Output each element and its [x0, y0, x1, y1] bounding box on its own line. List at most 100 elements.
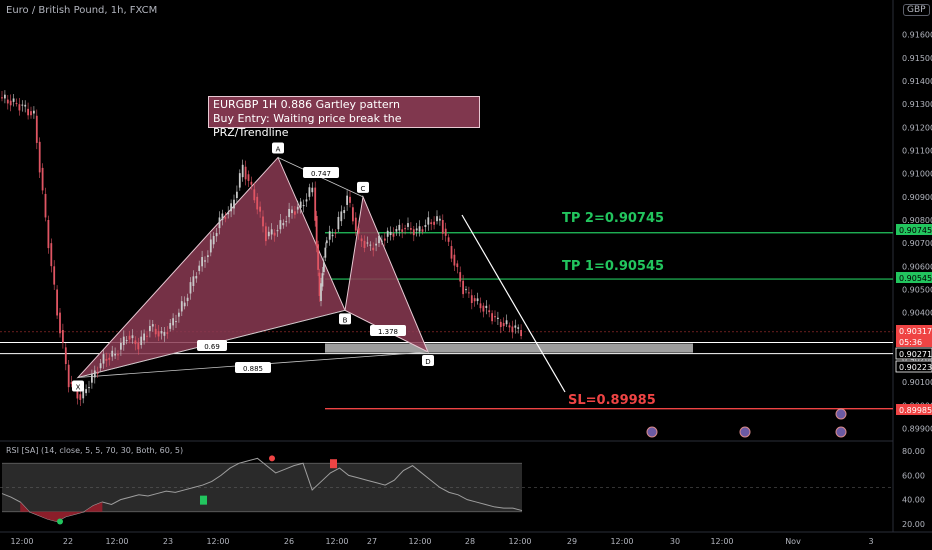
candle-body	[163, 331, 166, 336]
x-tick-label: 12:00	[508, 537, 531, 546]
candle-body	[282, 223, 285, 226]
candle-body	[204, 260, 206, 262]
rsi-band	[2, 463, 522, 512]
candle-body	[450, 246, 453, 259]
candle-body	[212, 236, 215, 245]
candle-body	[328, 231, 331, 240]
candle-body	[18, 104, 21, 111]
y-tick-label: 0.91500	[902, 54, 932, 63]
candle-body	[308, 187, 311, 197]
candle-body	[236, 191, 238, 198]
symbol-title[interactable]: Euro / British Pound, 1h, FXCM	[6, 5, 158, 16]
candle-body	[183, 302, 186, 307]
x-tick-label: 12:00	[105, 537, 128, 546]
point-a-label-bg	[272, 142, 284, 154]
candle-body	[82, 388, 85, 399]
candle-body	[502, 323, 505, 327]
candle-body	[505, 320, 508, 325]
candle-body	[363, 240, 366, 248]
candle-body	[44, 193, 47, 218]
candle-body	[508, 325, 511, 328]
rsi-y-tick: 60.00	[902, 471, 925, 480]
y-tick-label: 0.90600	[902, 262, 932, 271]
ratio-xb-label-bg	[197, 340, 227, 351]
candle-body	[12, 98, 15, 102]
candle-body	[285, 221, 288, 223]
y-tick-label: 0.90400	[902, 309, 932, 318]
candle-body	[151, 324, 154, 327]
x-tick-label: 27	[367, 537, 377, 546]
rsi-indicator-label[interactable]: RSI [SA] (14, close, 5, 5, 70, 30, Both,…	[6, 446, 184, 455]
candle-body	[27, 108, 29, 116]
y-tick-label: 0.90900	[902, 193, 932, 202]
x-tick-label: 26	[284, 537, 294, 546]
candle-body	[410, 228, 412, 230]
candle-body	[131, 335, 134, 339]
candle-body	[324, 247, 327, 258]
candle-body	[331, 234, 334, 237]
candle-body	[30, 111, 32, 116]
candle-body	[201, 257, 203, 267]
candle-body	[418, 226, 421, 232]
y-tick-label: 0.90100	[902, 378, 932, 387]
candle-body	[456, 263, 459, 268]
ratio-xd-label-bg	[235, 362, 271, 373]
y-tick-label: 0.91600	[902, 31, 932, 40]
event-icon	[835, 426, 847, 438]
candle-body	[482, 305, 485, 312]
candle-body	[334, 232, 337, 234]
candle-body	[56, 289, 58, 316]
candle-body	[137, 342, 140, 350]
tp1-label: TP 1=0.90545	[562, 259, 665, 274]
candle-body	[128, 335, 131, 340]
candle-body	[41, 167, 44, 191]
candle-body	[178, 312, 180, 317]
candle-body	[305, 199, 308, 202]
candle-body	[320, 283, 322, 302]
currency-badge[interactable]: GBP	[903, 4, 930, 16]
point-a-label-text: A	[276, 145, 281, 153]
rsi-bull-tag	[200, 495, 207, 505]
candle-body	[241, 164, 244, 178]
candle-body	[64, 347, 67, 365]
candle-body	[311, 187, 314, 193]
candle-body	[134, 340, 137, 345]
candle-body	[323, 262, 325, 273]
candle-body	[436, 216, 438, 222]
candle-body	[317, 244, 319, 270]
candle-body	[160, 331, 163, 334]
candle-body	[288, 208, 290, 218]
event-icon	[835, 408, 847, 420]
sl-label: SL=0.89985	[568, 393, 656, 408]
candle-body	[227, 212, 230, 215]
candle-body	[140, 336, 143, 346]
y-tick-label: 0.91300	[902, 100, 932, 109]
candle-body	[149, 326, 151, 332]
candle-body	[453, 254, 456, 266]
price-tag-text: 0.90545	[899, 274, 932, 283]
x-tick-label: 22	[63, 537, 73, 546]
pattern-note[interactable]: EURGBP 1H 0.886 Gartley pattern Buy Entr…	[208, 96, 480, 139]
price-tag	[896, 325, 932, 336]
ratio-bc-label-text: 1.378	[378, 328, 398, 336]
point-b-label-bg	[339, 313, 351, 325]
candle-body	[465, 289, 467, 291]
candle-body	[79, 394, 82, 400]
point-b-label-text: B	[343, 316, 348, 324]
candle-body	[91, 373, 93, 383]
candle-body	[378, 235, 380, 244]
event-icon	[739, 426, 751, 438]
candle-body	[488, 310, 491, 313]
price-tag	[895, 347, 932, 360]
y-tick-label: 0.91400	[902, 77, 932, 86]
ratio-xd-label-text: 0.885	[243, 365, 263, 373]
candle-body	[412, 229, 415, 236]
candle-body	[401, 229, 404, 232]
point-x-label-text: X	[76, 383, 81, 391]
pattern-note-line2: Buy Entry: Waiting price break the PRZ/T…	[213, 112, 402, 139]
candle-body	[88, 387, 90, 389]
candle-body	[294, 211, 296, 215]
price-tag-text: 0.90271	[899, 350, 932, 359]
